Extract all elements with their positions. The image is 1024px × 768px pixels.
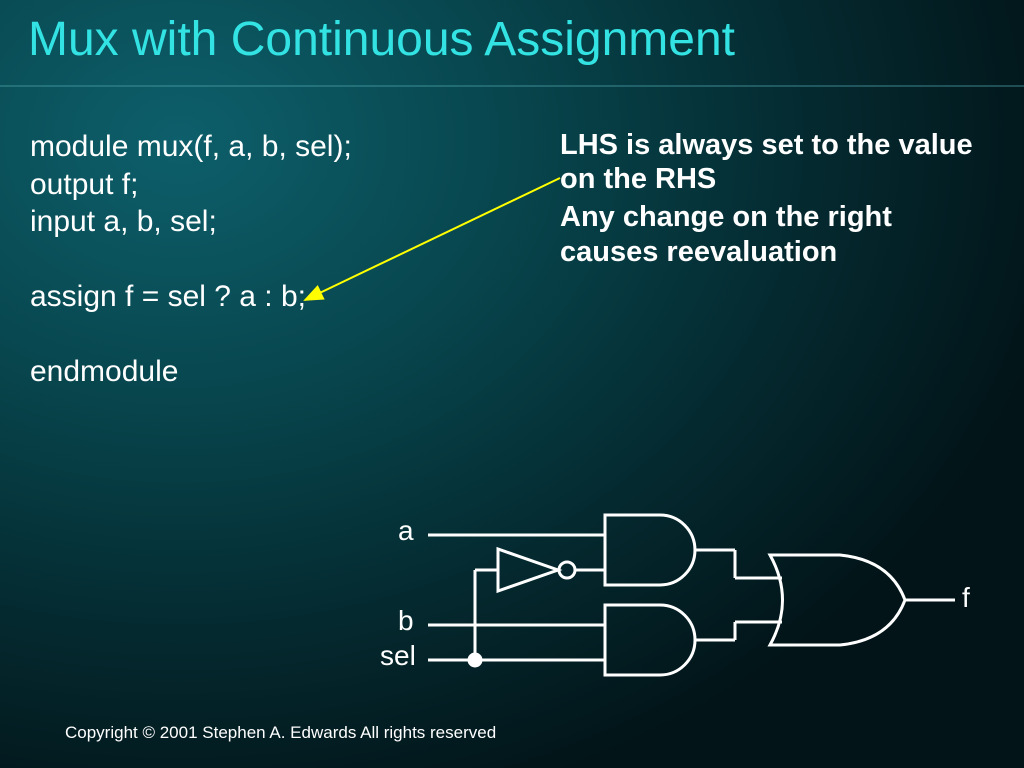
copyright-footer: Copyright © 2001 Stephen A. Edwards All … [65, 723, 496, 743]
mux-circuit-diagram [0, 0, 1024, 768]
slide: Mux with Continuous Assignment module mu… [0, 0, 1024, 768]
